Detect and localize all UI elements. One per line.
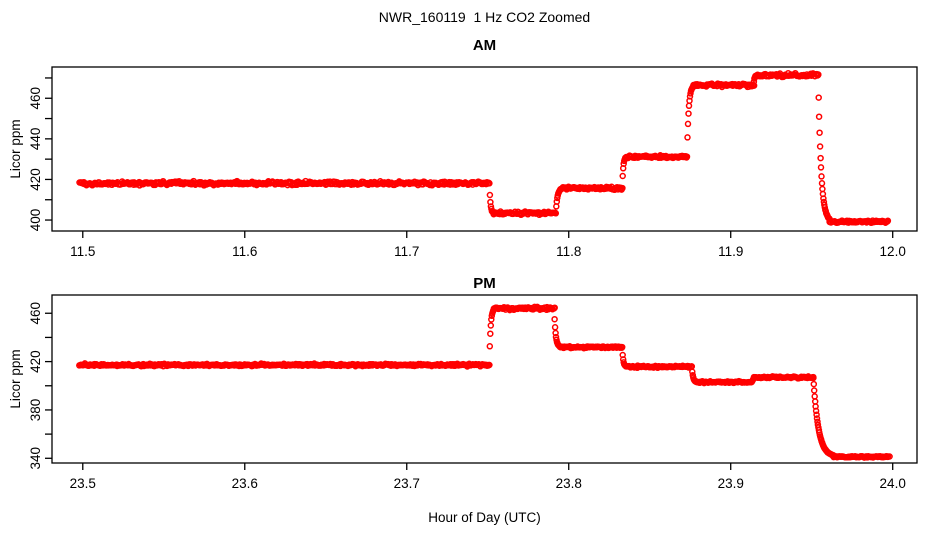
figure-title: NWR_160119 1 Hz CO2 Zoomed — [378, 9, 591, 25]
y-tick-label: 380 — [28, 399, 43, 422]
x-tick-label: 24.0 — [880, 476, 906, 491]
am-plot-box — [51, 66, 918, 232]
x-axis-label: Hour of Day (UTC) — [428, 510, 541, 525]
x-tick-label: 11.9 — [718, 244, 743, 259]
x-tick-label: 11.7 — [394, 244, 419, 259]
am-y-axis: 400 420 440 460 — [28, 77, 52, 232]
x-tick-label: 23.6 — [232, 476, 258, 491]
x-tick-label: 11.8 — [556, 244, 581, 259]
am-data-points — [76, 69, 892, 227]
x-tick-label: 23.8 — [556, 476, 582, 491]
y-tick-label: 420 — [28, 168, 43, 191]
x-tick-label: 23.5 — [70, 476, 96, 491]
y-tick-label: 400 — [28, 209, 43, 232]
y-tick-label: 460 — [28, 87, 43, 110]
pm-y-axis: 340 380 420 460 — [28, 302, 52, 470]
x-tick-label: 11.6 — [232, 244, 257, 259]
x-tick-label: 12.0 — [880, 244, 906, 259]
y-tick-label: 460 — [28, 302, 43, 325]
x-tick-label: 23.7 — [394, 476, 420, 491]
am-panel-title: AM — [472, 37, 497, 54]
am-x-axis: 11.5 11.6 11.7 11.8 11.9 12.0 — [70, 231, 906, 259]
pm-data-points — [76, 303, 893, 461]
x-tick-label: 11.5 — [70, 244, 95, 259]
pm-x-axis: 23.5 23.6 23.7 23.8 23.9 24.0 — [70, 463, 906, 491]
x-tick-label: 23.9 — [718, 476, 744, 491]
y-tick-label: 420 — [28, 350, 43, 373]
pm-panel-title: PM — [473, 275, 496, 292]
y-tick-label: 440 — [28, 128, 43, 151]
pm-plot-box — [51, 294, 918, 464]
y-tick-label: 340 — [28, 447, 43, 470]
